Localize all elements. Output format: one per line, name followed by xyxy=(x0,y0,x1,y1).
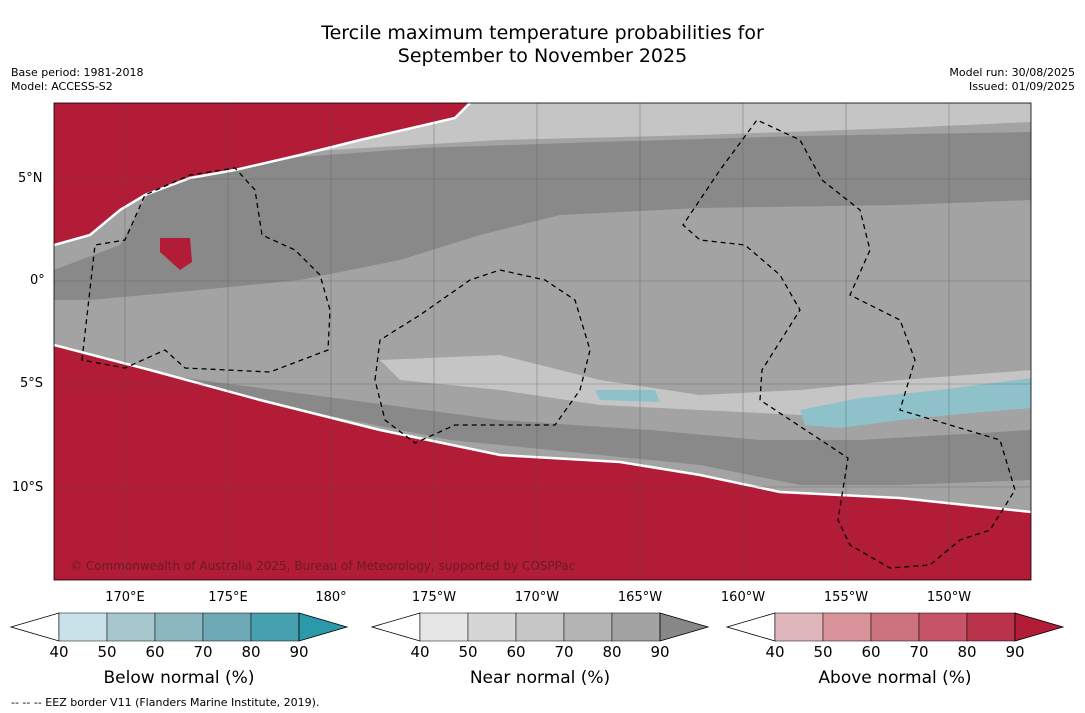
above-normal-island-patch xyxy=(160,238,192,270)
near-colorbar-title: Near normal (%) xyxy=(469,668,611,688)
lat-label-5n: 5°N xyxy=(18,171,43,186)
lat-label-0: 0° xyxy=(30,273,45,288)
lat-label-5s: 5°S xyxy=(20,376,44,391)
base-period: Base period: 1981-2018 xyxy=(11,66,144,79)
near-colorbar-low-arrow xyxy=(370,612,421,642)
below-colorbar-tick: 40 xyxy=(49,643,69,661)
below-colorbar-tick: 50 xyxy=(97,643,117,661)
below-colorbar-segment xyxy=(250,612,300,642)
below-colorbar-low-arrow xyxy=(9,612,60,642)
above-colorbar-tick: 80 xyxy=(957,643,977,661)
title-line-2: September to November 2025 xyxy=(397,45,688,67)
copyright-text: © Commonwealth of Australia 2025, Bureau… xyxy=(70,559,576,573)
title-line-1: Tercile maximum temperature probabilitie… xyxy=(321,22,764,44)
below-colorbar-segment xyxy=(58,612,108,642)
lon-label-165w: 165°W xyxy=(617,590,663,605)
below-normal-small-patch xyxy=(595,390,660,402)
map-fill xyxy=(54,103,1031,580)
above-colorbar-tick: 50 xyxy=(813,643,833,661)
lon-label-170w: 170°W xyxy=(514,590,560,605)
lon-label-150w: 150°W xyxy=(926,590,972,605)
above-colorbar-segment xyxy=(966,612,1016,642)
lon-label-175e: 175°E xyxy=(208,590,248,605)
lon-label-155w: 155°W xyxy=(823,590,869,605)
model-name: Model: ACCESS-S2 xyxy=(11,80,113,93)
near-normal-dark-south xyxy=(54,355,1031,485)
near-colorbar-segment xyxy=(419,612,469,642)
above-colorbar-tick: 60 xyxy=(861,643,881,661)
meta-right: Model run: 30/08/2025 Issued: 01/09/2025 xyxy=(949,66,1075,94)
above-colorbar-tick: 90 xyxy=(1005,643,1025,661)
contour-above-south xyxy=(54,343,1031,514)
model-run: Model run: 30/08/2025 xyxy=(949,66,1075,79)
near-colorbar-tick: 50 xyxy=(458,643,478,661)
above-colorbar-segment xyxy=(870,612,920,642)
below-colorbar-tick: 90 xyxy=(289,643,309,661)
issued-date: Issued: 01/09/2025 xyxy=(968,80,1075,93)
below-normal-patch xyxy=(800,378,1031,428)
eez-borders xyxy=(81,119,1016,569)
lon-label-170e: 170°E xyxy=(105,590,145,605)
above-colorbar-title: Above normal (%) xyxy=(818,668,972,688)
lon-label-175w: 175°W xyxy=(411,590,457,605)
above-colorbar-segment xyxy=(918,612,968,642)
below-colorbar-segment xyxy=(154,612,204,642)
below-colorbar-segment xyxy=(106,612,156,642)
lat-label-10s: 10°S xyxy=(12,480,44,495)
below-colorbar-tick: 70 xyxy=(193,643,213,661)
near-colorbar-high-arrow xyxy=(659,612,710,642)
eez-footnote: -- -- -- EEZ border V11 (Flanders Marine… xyxy=(11,696,320,709)
near-colorbar-tick: 90 xyxy=(650,643,670,661)
contour-above-north xyxy=(54,103,471,247)
graticule xyxy=(54,103,1031,580)
near-colorbar-tick: 70 xyxy=(554,643,574,661)
lon-label-160w: 160°W xyxy=(720,590,766,605)
meta-left: Base period: 1981-2018 Model: ACCESS-S2 xyxy=(11,66,143,94)
below-colorbar-tick: 80 xyxy=(241,643,261,661)
below-colorbar-high-arrow xyxy=(298,612,349,642)
near-colorbar-segment xyxy=(515,612,565,642)
near-colorbar-segment xyxy=(563,612,613,642)
near-colorbar-tick: 60 xyxy=(506,643,526,661)
near-colorbar-segment xyxy=(467,612,517,642)
below-colorbar-segment xyxy=(202,612,252,642)
above-colorbar-high-arrow xyxy=(1014,612,1065,642)
above-colorbar-low-arrow xyxy=(725,612,776,642)
near-colorbar-tick: 80 xyxy=(602,643,622,661)
below-colorbar-tick: 60 xyxy=(145,643,165,661)
above-colorbar-segment xyxy=(822,612,872,642)
colorbars xyxy=(9,612,1065,642)
above-colorbar-tick: 40 xyxy=(765,643,785,661)
near-normal-dark-north xyxy=(54,132,1031,300)
lon-label-180: 180° xyxy=(315,590,347,605)
near-colorbar-segment xyxy=(611,612,661,642)
above-colorbar-segment xyxy=(774,612,824,642)
near-colorbar-tick: 40 xyxy=(410,643,430,661)
above-normal-south xyxy=(54,345,1031,580)
below-colorbar-title: Below normal (%) xyxy=(103,668,255,688)
map-frame xyxy=(53,102,1032,581)
above-colorbar-tick: 70 xyxy=(909,643,929,661)
